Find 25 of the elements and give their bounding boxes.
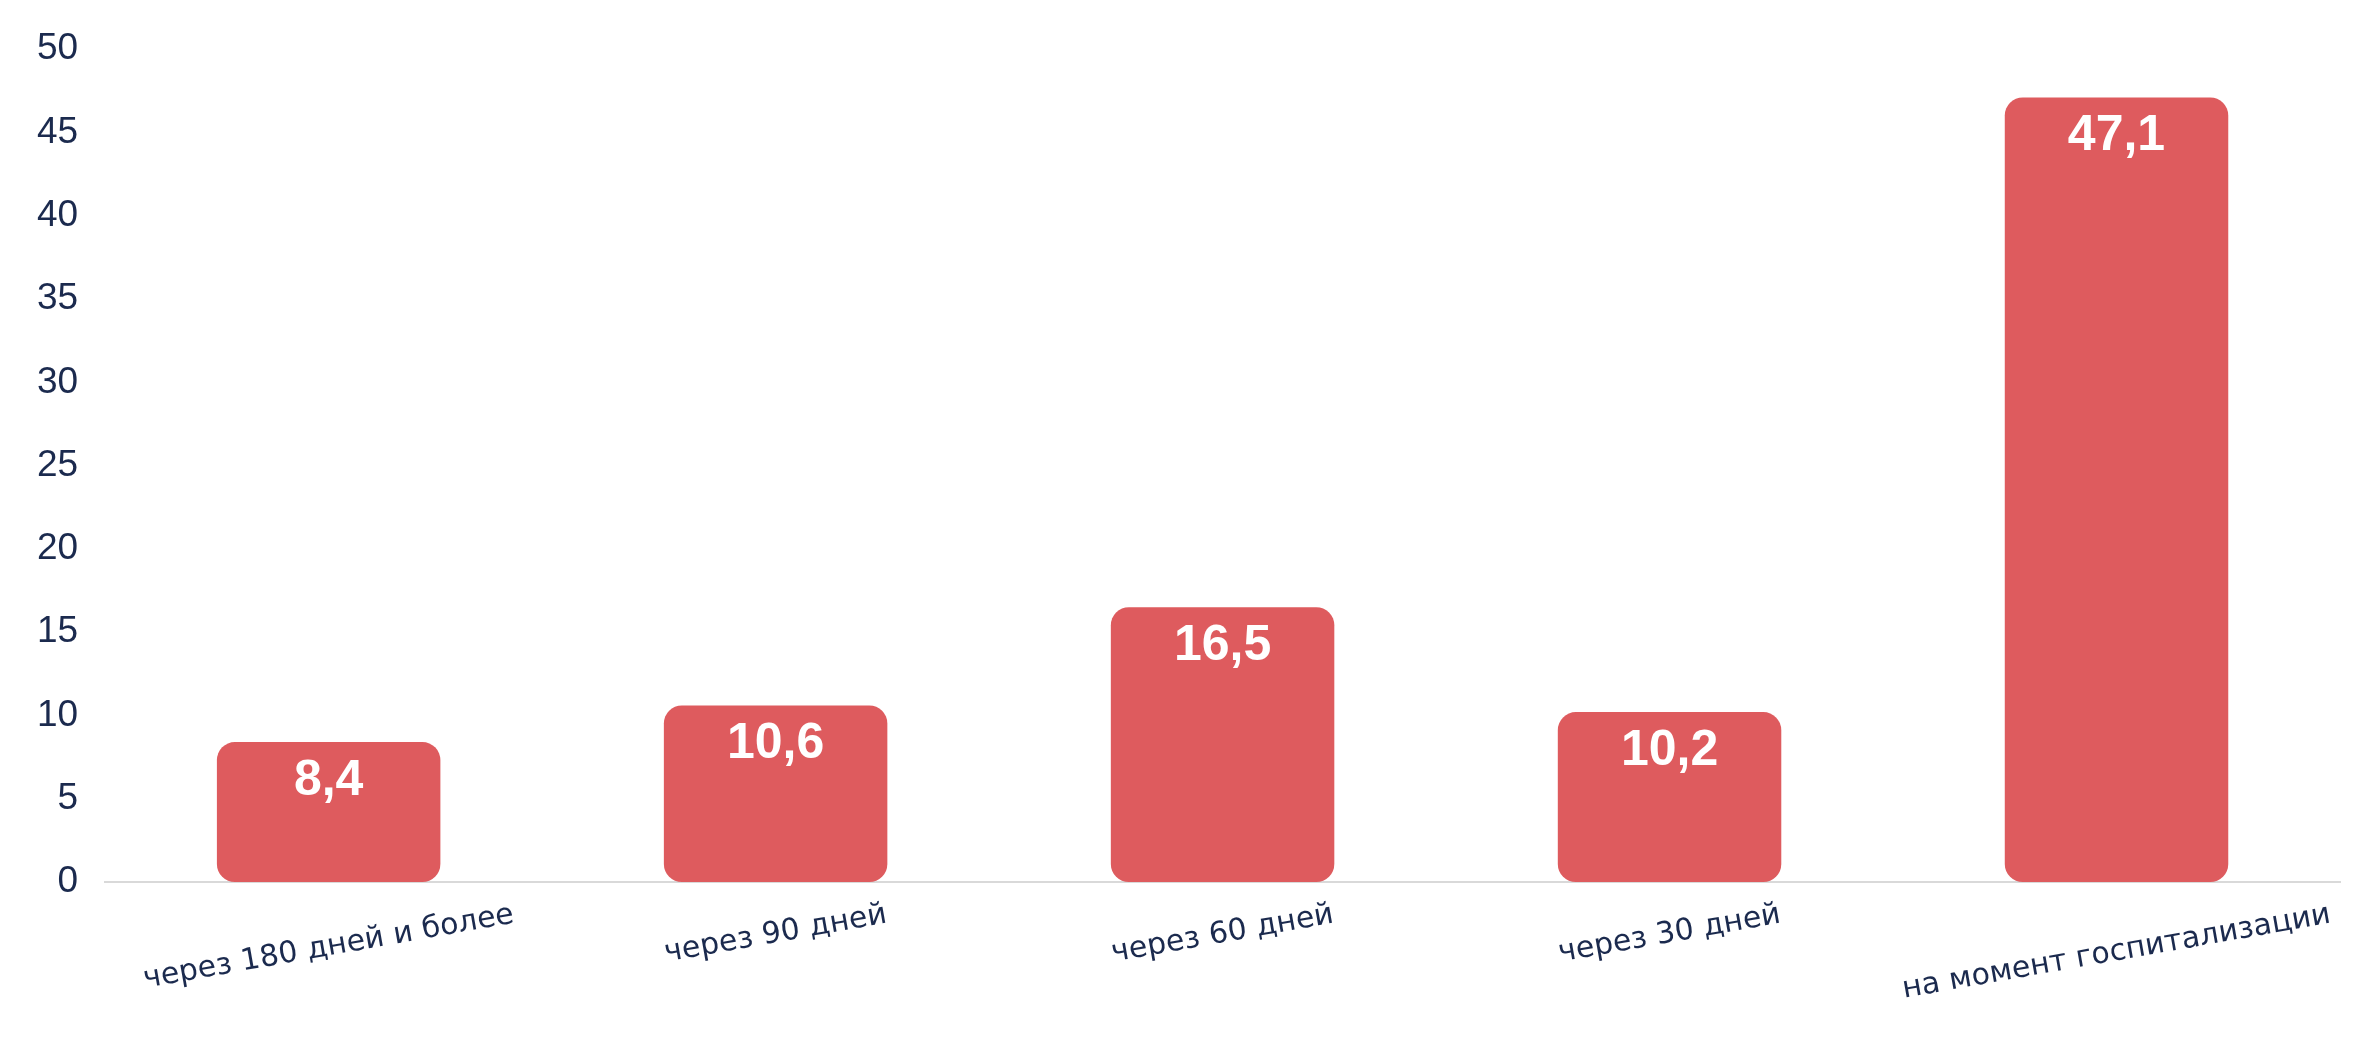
x-tick-label: через 90 дней xyxy=(661,894,890,969)
y-tick-label: 35 xyxy=(37,276,79,318)
y-tick-label: 40 xyxy=(37,192,79,234)
x-tick-label: через 60 дней xyxy=(1108,894,1337,969)
bar xyxy=(663,705,888,882)
bar xyxy=(216,742,441,882)
data-label: 16,5 xyxy=(1173,614,1272,671)
bar xyxy=(1110,607,1335,882)
data-label: 47,1 xyxy=(2067,105,2166,162)
bar xyxy=(1557,712,1782,882)
y-tick-label: 20 xyxy=(37,526,79,568)
data-label: 8,4 xyxy=(293,749,364,806)
y-tick-label: 10 xyxy=(37,692,79,734)
y-tick-label: 25 xyxy=(37,442,79,484)
bar xyxy=(2004,97,2229,882)
x-tick-label: через 30 дней xyxy=(1555,894,1784,969)
y-tick-label: 5 xyxy=(57,775,79,817)
y-tick-label: 50 xyxy=(37,26,79,68)
data-label: 10,6 xyxy=(726,713,825,770)
y-tick-label: 15 xyxy=(37,609,79,651)
y-tick-label: 45 xyxy=(37,109,79,151)
data-label: 10,2 xyxy=(1620,719,1719,776)
y-tick-label: 30 xyxy=(37,359,79,401)
y-tick-label: 0 xyxy=(57,859,79,901)
x-tick-label: через 180 дней и более xyxy=(140,894,517,995)
